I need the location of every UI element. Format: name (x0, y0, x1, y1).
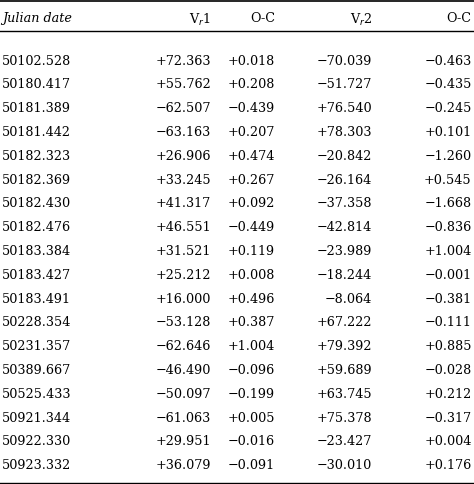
Text: −1.668: −1.668 (425, 197, 472, 211)
Text: +67.222: +67.222 (317, 317, 372, 330)
Text: +0.176: +0.176 (424, 459, 472, 472)
Text: −0.111: −0.111 (425, 317, 472, 330)
Text: +0.005: +0.005 (228, 411, 275, 424)
Text: 50183.384: 50183.384 (2, 245, 72, 258)
Text: −0.028: −0.028 (424, 364, 472, 377)
Text: −0.439: −0.439 (228, 102, 275, 115)
Text: +78.303: +78.303 (317, 126, 372, 139)
Text: −23.989: −23.989 (317, 245, 372, 258)
Text: −46.490: −46.490 (155, 364, 211, 377)
Text: −61.063: −61.063 (155, 411, 211, 424)
Text: +63.745: +63.745 (317, 388, 372, 401)
Text: 50181.389: 50181.389 (2, 102, 72, 115)
Text: 50182.430: 50182.430 (2, 197, 72, 211)
Text: +0.212: +0.212 (424, 388, 472, 401)
Text: +0.008: +0.008 (228, 269, 275, 282)
Text: 50525.433: 50525.433 (2, 388, 72, 401)
Text: 50231.357: 50231.357 (2, 340, 72, 353)
Text: −1.260: −1.260 (425, 150, 472, 163)
Text: +55.762: +55.762 (155, 78, 211, 91)
Text: 50389.667: 50389.667 (2, 364, 72, 377)
Text: −0.091: −0.091 (228, 459, 275, 472)
Text: +29.951: +29.951 (155, 436, 211, 449)
Text: +0.267: +0.267 (228, 174, 275, 187)
Text: 50923.332: 50923.332 (2, 459, 72, 472)
Text: −0.463: −0.463 (424, 55, 472, 68)
Text: +25.212: +25.212 (155, 269, 211, 282)
Text: +0.387: +0.387 (228, 317, 275, 330)
Text: Julian date: Julian date (2, 12, 72, 25)
Text: +16.000: +16.000 (155, 293, 211, 306)
Text: −0.435: −0.435 (424, 78, 472, 91)
Text: −18.244: −18.244 (317, 269, 372, 282)
Text: 50922.330: 50922.330 (2, 436, 72, 449)
Text: 50102.528: 50102.528 (2, 55, 72, 68)
Text: 50228.354: 50228.354 (2, 317, 72, 330)
Text: −0.001: −0.001 (425, 269, 472, 282)
Text: +36.079: +36.079 (155, 459, 211, 472)
Text: +79.392: +79.392 (317, 340, 372, 353)
Text: −8.064: −8.064 (325, 293, 372, 306)
Text: +0.018: +0.018 (228, 55, 275, 68)
Text: +76.540: +76.540 (317, 102, 372, 115)
Text: +1.004: +1.004 (424, 245, 472, 258)
Text: +0.092: +0.092 (228, 197, 275, 211)
Text: −42.814: −42.814 (317, 221, 372, 234)
Text: +26.906: +26.906 (155, 150, 211, 163)
Text: 50182.369: 50182.369 (2, 174, 72, 187)
Text: −62.646: −62.646 (155, 340, 211, 353)
Text: −0.836: −0.836 (424, 221, 472, 234)
Text: 50180.417: 50180.417 (2, 78, 72, 91)
Text: +72.363: +72.363 (155, 55, 211, 68)
Text: 50183.427: 50183.427 (2, 269, 72, 282)
Text: 50183.491: 50183.491 (2, 293, 72, 306)
Text: +0.496: +0.496 (228, 293, 275, 306)
Text: −70.039: −70.039 (317, 55, 372, 68)
Text: −53.128: −53.128 (155, 317, 211, 330)
Text: −0.199: −0.199 (228, 388, 275, 401)
Text: +0.207: +0.207 (228, 126, 275, 139)
Text: +31.521: +31.521 (155, 245, 211, 258)
Text: +0.119: +0.119 (228, 245, 275, 258)
Text: +59.689: +59.689 (317, 364, 372, 377)
Text: −26.164: −26.164 (317, 174, 372, 187)
Text: −0.096: −0.096 (228, 364, 275, 377)
Text: −0.317: −0.317 (425, 411, 472, 424)
Text: +33.245: +33.245 (155, 174, 211, 187)
Text: +0.474: +0.474 (228, 150, 275, 163)
Text: −63.163: −63.163 (155, 126, 211, 139)
Text: −0.381: −0.381 (425, 293, 472, 306)
Text: +75.378: +75.378 (317, 411, 372, 424)
Text: −0.449: −0.449 (228, 221, 275, 234)
Text: 50921.344: 50921.344 (2, 411, 72, 424)
Text: +46.551: +46.551 (155, 221, 211, 234)
Text: −0.016: −0.016 (228, 436, 275, 449)
Text: −0.245: −0.245 (424, 102, 472, 115)
Text: −62.507: −62.507 (155, 102, 211, 115)
Text: 50182.476: 50182.476 (2, 221, 72, 234)
Text: V$_r$2: V$_r$2 (350, 12, 372, 28)
Text: −37.358: −37.358 (317, 197, 372, 211)
Text: +0.101: +0.101 (425, 126, 472, 139)
Text: O-C: O-C (250, 12, 275, 25)
Text: −20.842: −20.842 (317, 150, 372, 163)
Text: +0.545: +0.545 (424, 174, 472, 187)
Text: −23.427: −23.427 (317, 436, 372, 449)
Text: 50181.442: 50181.442 (2, 126, 72, 139)
Text: +0.885: +0.885 (424, 340, 472, 353)
Text: V$_r$1: V$_r$1 (189, 12, 211, 28)
Text: +41.317: +41.317 (155, 197, 211, 211)
Text: 50182.323: 50182.323 (2, 150, 72, 163)
Text: +1.004: +1.004 (228, 340, 275, 353)
Text: +0.004: +0.004 (424, 436, 472, 449)
Text: −51.727: −51.727 (317, 78, 372, 91)
Text: O-C: O-C (447, 12, 472, 25)
Text: −50.097: −50.097 (155, 388, 211, 401)
Text: +0.208: +0.208 (228, 78, 275, 91)
Text: −30.010: −30.010 (317, 459, 372, 472)
